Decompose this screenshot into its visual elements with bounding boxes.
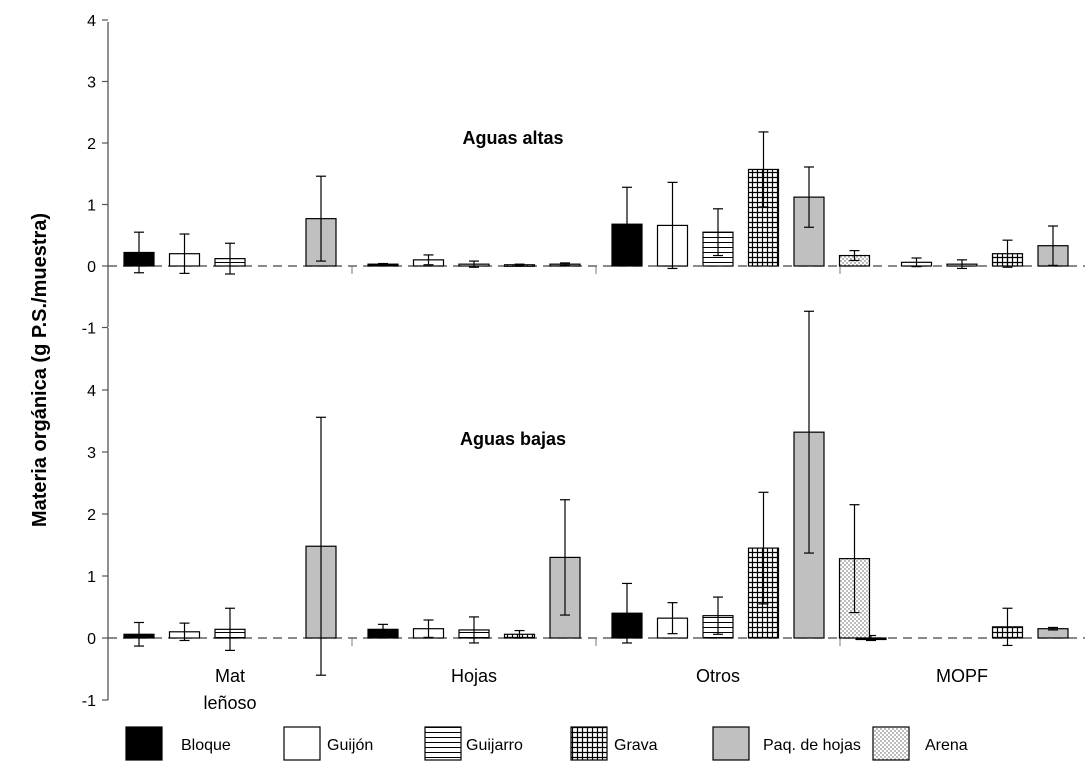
x-category-label: Mat [215, 666, 245, 686]
y-tick-label: -1 [82, 693, 96, 710]
y-axis-label: Materia orgánica (g P.S./muestra) [29, 213, 51, 527]
legend-label: Arena [925, 737, 968, 754]
chart-panel-2: Aguas bajas -1 0 1 2 3 4 Mat leñoso Hojas Otros MOP… [82, 310, 1085, 713]
legend-label: Guijón [327, 737, 373, 754]
legend-swatch [712, 726, 750, 761]
chart-panel-1: Aguas altas -1 0 1 2 3 4 [82, 13, 1085, 338]
y-tick-label: -1 [82, 321, 96, 338]
panel-title: Aguas bajas [460, 429, 566, 449]
y-tick-label: 2 [87, 136, 96, 153]
legend-label: Grava [614, 737, 658, 754]
x-category-label: leñoso [203, 693, 256, 713]
legend-swatch [125, 726, 163, 761]
y-tick-label: 2 [87, 507, 96, 524]
y-tick-label: 3 [87, 75, 96, 92]
legend: Bloque Guijón Guijarro Grava Paq. de hojas Ar… [125, 726, 968, 761]
legend-swatch [424, 726, 462, 761]
y-tick-label: 1 [87, 198, 96, 215]
y-tick-label: 0 [87, 631, 96, 648]
legend-swatch [570, 726, 608, 761]
y-tick-label: 4 [87, 13, 96, 30]
legend-swatch [872, 726, 910, 761]
y-tick-label: 3 [87, 445, 96, 462]
x-category-label: MOPF [936, 666, 988, 686]
legend-swatch [283, 726, 321, 761]
y-tick-label: 1 [87, 569, 96, 586]
y-tick-label: 4 [87, 383, 96, 400]
x-category-label: Hojas [451, 666, 497, 686]
legend-label: Bloque [181, 737, 231, 754]
legend-label: Guijarro [466, 737, 523, 754]
legend-label: Paq. de hojas [763, 737, 861, 754]
x-category-label: Otros [696, 666, 740, 686]
y-tick-label: 0 [87, 259, 96, 276]
panel-title: Aguas altas [462, 128, 563, 148]
